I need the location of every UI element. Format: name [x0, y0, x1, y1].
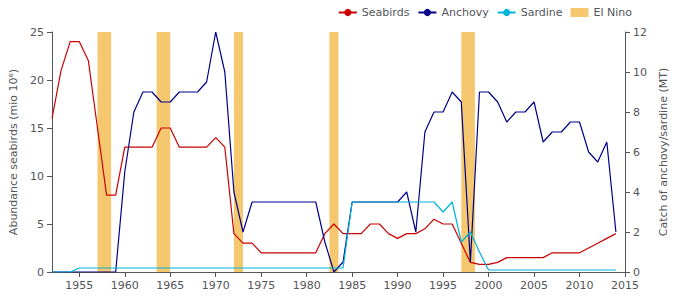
- svg-text:1970: 1970: [202, 279, 230, 292]
- svg-text:1980: 1980: [293, 279, 321, 292]
- svg-text:1995: 1995: [429, 279, 457, 292]
- svg-text:1985: 1985: [338, 279, 366, 292]
- svg-text:1965: 1965: [156, 279, 184, 292]
- svg-text:2015: 2015: [611, 279, 639, 292]
- svg-text:Sardine: Sardine: [521, 6, 563, 19]
- svg-text:2005: 2005: [520, 279, 548, 292]
- svg-text:2000: 2000: [475, 279, 503, 292]
- svg-text:Abundance seabirds (mio 10⁶): Abundance seabirds (mio 10⁶): [7, 69, 20, 235]
- svg-text:1990: 1990: [384, 279, 412, 292]
- svg-text:2010: 2010: [566, 279, 594, 292]
- svg-text:El Nino: El Nino: [594, 6, 633, 19]
- svg-text:1960: 1960: [111, 279, 139, 292]
- svg-text:25: 25: [30, 26, 44, 39]
- svg-text:10: 10: [633, 66, 647, 79]
- svg-text:Seabirds: Seabirds: [362, 6, 410, 19]
- svg-text:0: 0: [633, 266, 640, 279]
- svg-text:8: 8: [633, 106, 640, 119]
- svg-text:20: 20: [30, 74, 44, 87]
- svg-text:2: 2: [633, 226, 640, 239]
- svg-text:4: 4: [633, 186, 640, 199]
- svg-text:1955: 1955: [65, 279, 93, 292]
- svg-text:Anchovy: Anchovy: [441, 6, 489, 19]
- svg-text:15: 15: [30, 122, 44, 135]
- svg-text:12: 12: [633, 26, 647, 39]
- svg-text:0: 0: [37, 266, 44, 279]
- svg-text:10: 10: [30, 170, 44, 183]
- svg-text:1975: 1975: [247, 279, 275, 292]
- svg-text:Catch of anchovy/sardine (MT): Catch of anchovy/sardine (MT): [657, 68, 670, 236]
- svg-text:6: 6: [633, 146, 640, 159]
- svg-text:5: 5: [37, 218, 44, 231]
